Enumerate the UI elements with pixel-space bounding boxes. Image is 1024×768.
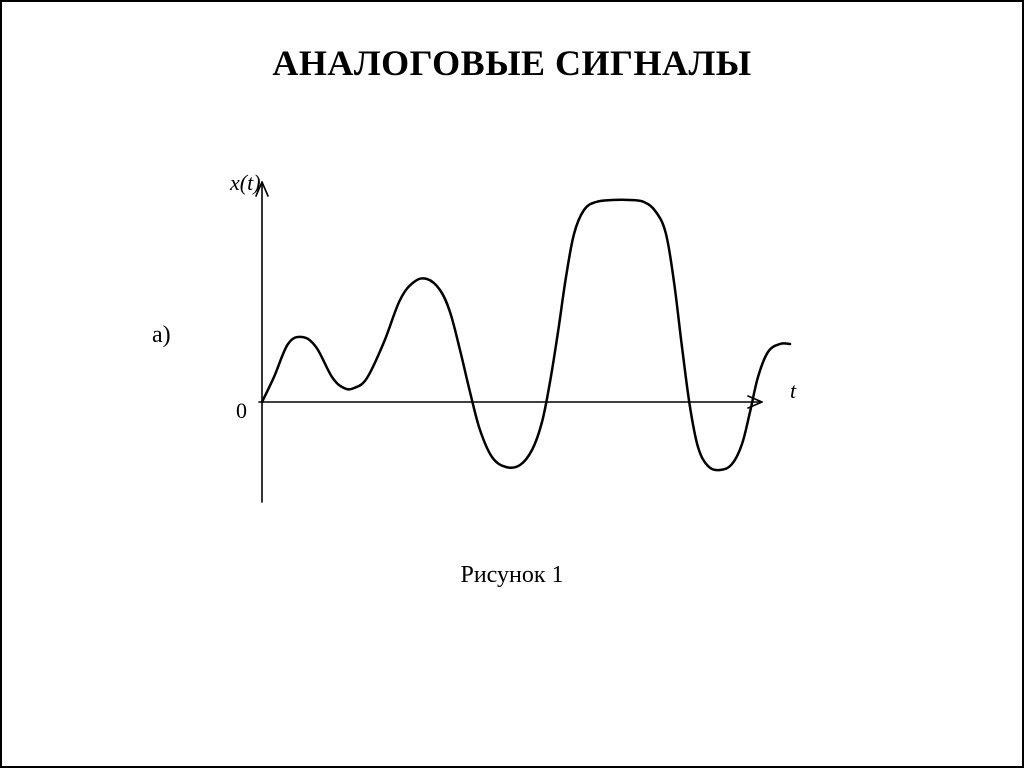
panel-label: а) bbox=[152, 322, 171, 349]
analog-signal-chart bbox=[192, 172, 832, 532]
chart-svg bbox=[192, 172, 832, 532]
slide-frame: АНАЛОГОВЫЕ СИГНАЛЫ а) x(t) t 0 Рисунок 1 bbox=[0, 0, 1024, 768]
figure-caption: Рисунок 1 bbox=[2, 562, 1022, 589]
page-title: АНАЛОГОВЫЕ СИГНАЛЫ bbox=[2, 42, 1022, 84]
